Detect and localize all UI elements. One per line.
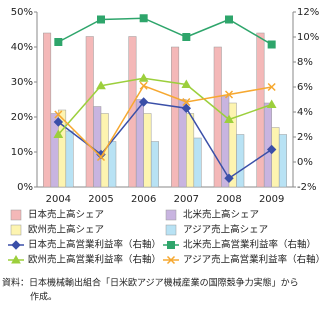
y-tick-label: 50%: [11, 7, 33, 18]
legend-marker: [167, 241, 175, 249]
bar: [171, 46, 180, 188]
source-note: 作成。: [30, 291, 57, 303]
legend-swatch: [165, 209, 177, 221]
y2-tick-label: 6%: [297, 82, 313, 93]
x-tick-label: 2006: [131, 194, 156, 205]
legend-label: 日本売上高営業利益率（右軸）: [28, 239, 161, 251]
point: [97, 15, 105, 24]
y2-tick-label: 0%: [297, 157, 313, 168]
legend-swatch: [165, 224, 177, 236]
x-tick-label: 2004: [46, 194, 71, 205]
point: [267, 82, 276, 92]
point: [224, 114, 234, 123]
point: [181, 79, 192, 88]
bar: [178, 99, 187, 188]
y-tick-label: 30%: [11, 77, 33, 88]
bar: [271, 127, 280, 188]
bar: [186, 113, 195, 188]
point: [224, 90, 234, 99]
y-tick-label: 0%: [17, 182, 33, 193]
bar: [236, 134, 245, 188]
point: [96, 152, 106, 162]
point: [224, 173, 234, 183]
point: [267, 40, 276, 49]
point: [139, 14, 148, 23]
x-tick-label: 2007: [174, 194, 199, 205]
legend-label: アジア売上高シェア: [183, 224, 268, 236]
point: [54, 38, 63, 46]
line: [57, 84, 272, 159]
x-tick-label: 2008: [216, 194, 241, 205]
point: [266, 99, 277, 108]
point: [182, 33, 191, 41]
bar: [193, 137, 202, 188]
y2-tick-label: -2%: [297, 182, 316, 193]
line: [57, 77, 272, 135]
legend-label: アジア売上高営業利益率（右軸）: [183, 254, 325, 266]
point: [96, 80, 106, 90]
legend-swatch: [10, 209, 22, 221]
bar: [150, 141, 159, 188]
y-tick-label: 10%: [11, 147, 33, 158]
legend-label: 日本売上高シェア: [28, 209, 104, 221]
legend-marker: [166, 255, 176, 265]
bar: [143, 113, 152, 188]
bar: [278, 134, 287, 188]
legend-marker: [11, 240, 21, 250]
point: [53, 117, 64, 127]
point: [53, 129, 64, 138]
bar: [263, 102, 272, 188]
bar: [93, 106, 102, 188]
point: [139, 81, 148, 90]
legend-swatch: [10, 224, 22, 236]
bar: [85, 36, 94, 188]
legend-label: 北米売上高営業利益率（右軸）: [183, 239, 316, 251]
legend-label: 北米売上高シェア: [183, 209, 259, 221]
bar: [135, 99, 144, 188]
point: [182, 97, 191, 107]
y2-tick-label: 4%: [297, 107, 313, 118]
legend-marker: [11, 254, 21, 264]
bar: [43, 32, 52, 188]
source-note: 資料：日本機械輸出組合「日米欧アジア機械産業の国際競争力実態」から: [2, 277, 299, 289]
bar: [213, 46, 222, 188]
bar: [65, 130, 74, 188]
line: [57, 17, 273, 46]
point: [138, 97, 149, 107]
legend-label: 欧州売上高営業利益率（右軸）: [28, 254, 161, 266]
x-tick-label: 2005: [88, 194, 113, 205]
legend-label: 欧州売上高シェア: [28, 224, 104, 236]
y-tick-label: 40%: [11, 42, 33, 53]
bar: [108, 141, 117, 188]
point: [225, 15, 233, 24]
y2-tick-label: 12%: [297, 7, 319, 18]
point: [138, 73, 149, 82]
point: [266, 144, 277, 155]
y2-tick-label: 2%: [297, 132, 313, 143]
y2-tick-label: 8%: [297, 57, 313, 68]
y2-tick-label: 10%: [297, 32, 319, 43]
point: [54, 110, 63, 119]
y-tick-label: 20%: [11, 112, 33, 123]
point: [181, 103, 192, 113]
x-tick-label: 2009: [259, 194, 284, 205]
